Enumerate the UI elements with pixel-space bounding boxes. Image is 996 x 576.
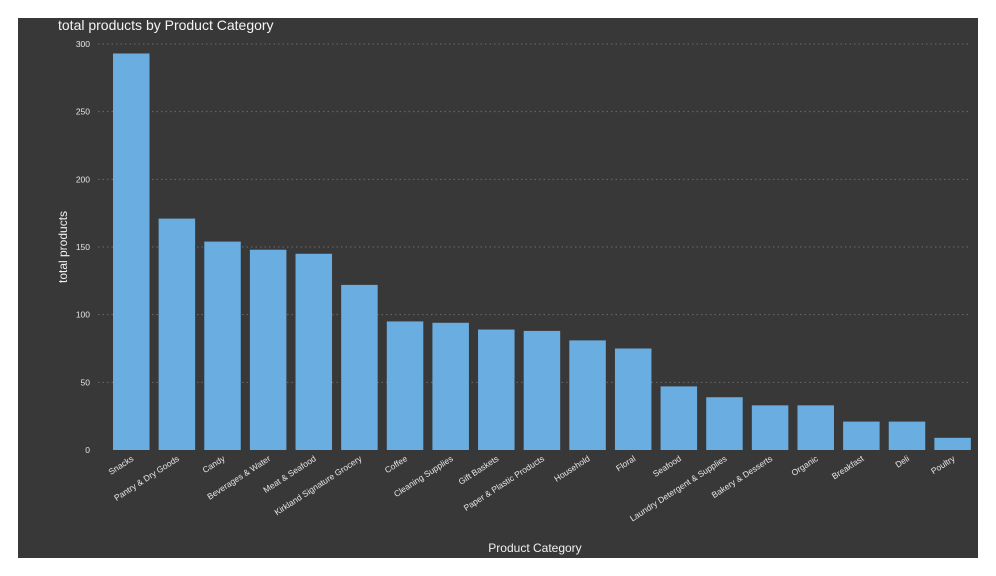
- bar[interactable]: [843, 421, 880, 450]
- x-tick-label: Deli: [893, 453, 911, 469]
- x-tick-label: Paper & Plastic Products: [462, 453, 546, 513]
- bar[interactable]: [751, 405, 789, 450]
- x-tick-label: Floral: [614, 453, 637, 473]
- y-tick-label: 300: [76, 39, 90, 49]
- bar[interactable]: [249, 249, 287, 450]
- chart-panel: total products by Product Category 0 50 10…: [18, 18, 978, 558]
- bar[interactable]: [432, 322, 469, 450]
- chart-title: total products by Product Category: [58, 18, 274, 33]
- x-tick-label: Household: [552, 453, 592, 484]
- bar[interactable]: [797, 405, 834, 450]
- x-tick-label: Seafood: [651, 453, 683, 479]
- x-tick-label: Kirkland Signature Grocery: [272, 453, 364, 517]
- bars: [113, 53, 971, 451]
- bar[interactable]: [523, 330, 561, 450]
- bar[interactable]: [158, 218, 196, 450]
- y-tick-label: 250: [76, 107, 90, 117]
- bar[interactable]: [660, 386, 698, 450]
- bar[interactable]: [569, 340, 606, 450]
- y-axis-title: total products: [56, 211, 70, 283]
- x-tick-label: Gift Baskets: [457, 453, 501, 486]
- bar[interactable]: [478, 329, 515, 450]
- x-tick-label: Coffee: [383, 453, 410, 475]
- bar[interactable]: [614, 348, 652, 451]
- bar[interactable]: [204, 241, 241, 450]
- y-axis-ticks: 0 50 100 150 200 250 300: [76, 39, 90, 455]
- x-axis-title: Product Category: [488, 541, 581, 555]
- y-tick-label: 0: [85, 445, 90, 455]
- bar[interactable]: [706, 397, 743, 450]
- bar[interactable]: [934, 437, 971, 450]
- bar[interactable]: [295, 253, 333, 450]
- y-tick-label: 50: [81, 377, 91, 387]
- y-tick-label: 150: [76, 242, 90, 252]
- x-tick-label: Poultry: [929, 453, 957, 476]
- gridlines: [98, 43, 970, 383]
- x-tick-label: Snacks: [107, 453, 136, 477]
- x-tick-label: Organic: [789, 453, 820, 478]
- y-tick-label: 200: [76, 174, 90, 184]
- bar-chart: total products by Product Category 0 50 10…: [56, 18, 971, 555]
- bar[interactable]: [386, 321, 424, 450]
- bar[interactable]: [341, 284, 378, 450]
- y-tick-label: 100: [76, 310, 90, 320]
- x-tick-label: Breakfast: [830, 453, 866, 481]
- x-tick-label: Candy: [201, 453, 228, 475]
- bar[interactable]: [888, 421, 926, 450]
- bar[interactable]: [113, 53, 150, 451]
